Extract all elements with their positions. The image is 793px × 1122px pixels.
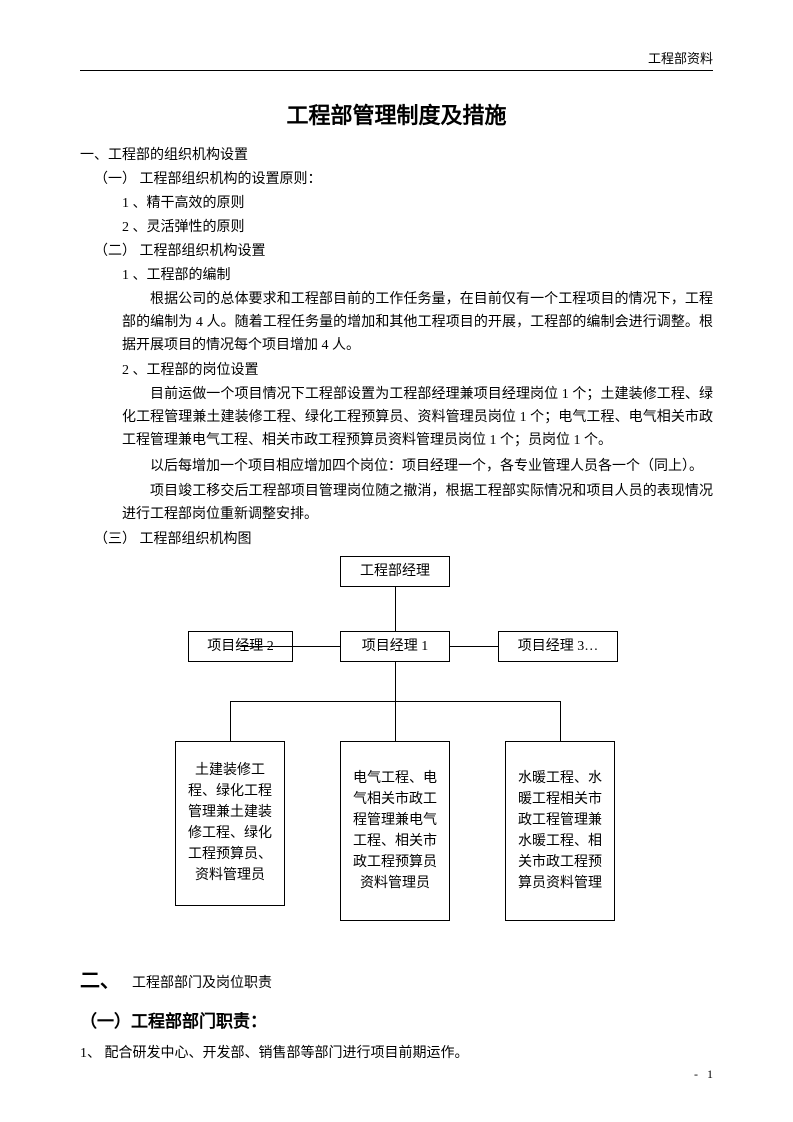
section-1b-p4: 项目竣工移交后工程部项目管理岗位随之撤消，根据工程部实际情况和项目人员的表现情况… xyxy=(80,480,713,526)
section-1b-p2: 目前运做一个项目情况下工程部设置为工程部经理兼项目经理岗位 1 个；土建装修工程… xyxy=(80,383,713,452)
header-rule xyxy=(80,70,713,71)
section-2-sub: （一）工程部部门职责： xyxy=(80,1007,713,1032)
org-edge-6 xyxy=(395,701,396,741)
section-2-line1: 1、 配合研发中心、开发部、销售部等部门进行项目前期运作。 xyxy=(80,1042,713,1066)
org-edge-7 xyxy=(560,701,561,741)
section-2-label: 工程部部门及岗位职责 xyxy=(132,976,272,991)
section-2-prefix: 二、 xyxy=(80,970,120,992)
section-1-heading: 一、工程部的组织机构设置 xyxy=(80,144,713,164)
section-1b-p1: 根据公司的总体要求和工程部目前的工作任务量，在目前仅有一个工程项目的情况下，工程… xyxy=(80,288,713,357)
org-edge-3 xyxy=(395,661,396,701)
org-edge-2 xyxy=(450,646,498,647)
org-edge-0 xyxy=(395,586,396,631)
header-right: 工程部资料 xyxy=(648,48,713,67)
org-node-pm1: 项目经理 1 xyxy=(340,631,450,662)
org-node-leaf3: 水暖工程、水暖工程相关市政工程管理兼水暖工程、相关市政工程预算员资料管理 xyxy=(505,741,615,921)
document-title: 工程部管理制度及措施 xyxy=(80,98,713,130)
section-1a-item2: 2 、灵活弹性的原则 xyxy=(80,216,713,236)
section-2-heading: 二、工程部部门及岗位职责 xyxy=(80,964,713,993)
org-chart: 工程部经理项目经理 2项目经理 1项目经理 3…土建装修工程、绿化工程管理兼土建… xyxy=(80,556,713,946)
footer-dash: - xyxy=(694,1067,698,1081)
section-1a-item1: 1 、精干高效的原则 xyxy=(80,192,713,212)
section-1a: （一） 工程部组织机构的设置原则： xyxy=(80,168,713,188)
footer-page-number: 1 xyxy=(707,1067,713,1081)
section-1b: （二） 工程部组织机构设置 xyxy=(80,240,713,260)
section-1b-item2: 2 、工程部的岗位设置 xyxy=(80,359,713,379)
page-footer: - 1 xyxy=(694,1067,713,1082)
org-node-top: 工程部经理 xyxy=(340,556,450,587)
org-node-leaf2: 电气工程、电气相关市政工程管理兼电气工程、相关市政工程预算员资料管理员 xyxy=(340,741,450,921)
org-node-pm3: 项目经理 3… xyxy=(498,631,618,662)
org-edge-1 xyxy=(240,646,340,647)
section-1c: （三） 工程部组织机构图 xyxy=(80,528,713,548)
section-1b-item1: 1 、工程部的编制 xyxy=(80,264,713,284)
section-1b-p3: 以后每增加一个项目相应增加四个岗位：项目经理一个，各专业管理人员各一个（同上）。 xyxy=(80,455,713,478)
org-edge-5 xyxy=(230,701,231,741)
org-node-leaf1: 土建装修工程、绿化工程管理兼土建装修工程、绿化工程预算员、资料管理员 xyxy=(175,741,285,906)
